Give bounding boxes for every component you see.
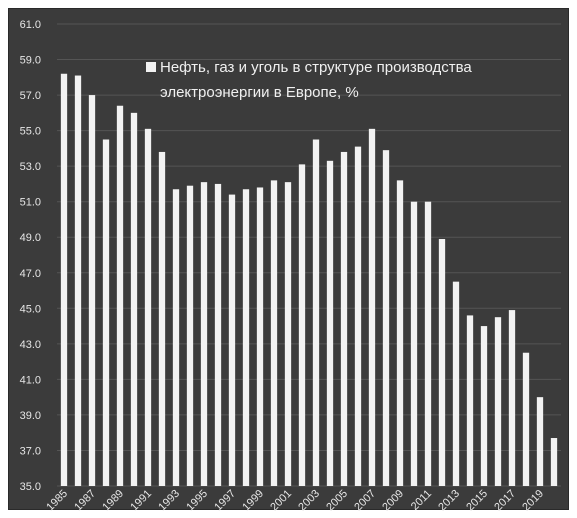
y-tick-label: 57.0 [20, 90, 41, 102]
bars [60, 73, 558, 487]
bar-1988 [102, 139, 110, 486]
x-tick-label: 1999 [240, 488, 266, 511]
x-tick-label: 2005 [324, 488, 350, 511]
bar-1985 [60, 73, 68, 486]
bar-1986 [74, 75, 82, 487]
bar-2006 [354, 146, 362, 486]
y-tick-label: 53.0 [20, 161, 41, 173]
bar-1999 [256, 187, 264, 486]
bar-1996 [214, 183, 222, 486]
legend: Нефть, газ и уголь в структуре производс… [146, 59, 472, 101]
bar-2013 [452, 281, 460, 486]
bar-1991 [144, 128, 152, 486]
bar-2010 [410, 201, 418, 486]
bar-1987 [88, 95, 96, 487]
bar-1990 [130, 112, 138, 486]
bar-2009 [396, 180, 404, 486]
bar-2012 [438, 239, 446, 486]
y-tick-label: 43.0 [20, 339, 41, 351]
bar-2015 [480, 326, 488, 486]
x-tick-label: 2013 [436, 488, 462, 511]
y-tick-label: 61.0 [20, 19, 41, 31]
x-tick-label: 2017 [492, 488, 518, 511]
x-tick-label: 2015 [464, 488, 490, 511]
chart-frame: 35.0 37.0 39.0 41.0 43.0 45.0 47.0 49.0 51.0 53.0… [8, 8, 569, 511]
bar-1994 [186, 185, 194, 486]
bar-2003 [312, 139, 320, 486]
x-tick-label: 1993 [156, 488, 182, 511]
y-tick-label: 41.0 [20, 374, 41, 386]
y-tick-label: 39.0 [20, 410, 41, 422]
bar-2002 [298, 164, 306, 486]
y-tick-label: 47.0 [20, 268, 41, 280]
legend-swatch [146, 62, 156, 72]
x-tick-label: 1995 [184, 488, 210, 511]
y-axis-ticks: 35.0 37.0 39.0 41.0 43.0 45.0 47.0 49.0 51.0 53.0… [20, 19, 41, 493]
bar-2000 [270, 180, 278, 486]
x-tick-label: 2003 [296, 488, 322, 511]
bar-2019 [536, 397, 544, 486]
bar-chart: 35.0 37.0 39.0 41.0 43.0 45.0 47.0 49.0 51.0 53.0… [20, 19, 561, 511]
x-tick-label: 1985 [44, 488, 70, 511]
bar-2004 [326, 160, 334, 487]
x-tick-label: 2001 [268, 488, 294, 511]
bar-1995 [200, 182, 208, 486]
legend-label-line1: Нефть, газ и уголь в структуре производс… [160, 59, 472, 76]
bar-2005 [340, 151, 348, 486]
y-tick-label: 45.0 [20, 303, 41, 315]
bar-1989 [116, 105, 124, 486]
bar-2007 [368, 128, 376, 486]
x-axis-ticks: 1985 1987 1989 1991 1993 1995 1997 1999 2001 2003… [44, 488, 546, 511]
bar-2018 [522, 352, 530, 486]
x-tick-label: 2019 [520, 488, 546, 511]
bar-2016 [494, 317, 502, 486]
x-tick-label: 2007 [352, 488, 378, 511]
bar-2014 [466, 315, 474, 486]
y-tick-label: 51.0 [20, 197, 41, 209]
bar-2001 [284, 182, 292, 486]
bar-1992 [158, 151, 166, 486]
bar-1998 [242, 189, 250, 486]
y-tick-label: 35.0 [20, 481, 41, 493]
bar-2011 [424, 201, 432, 486]
bar-2020 [550, 438, 558, 486]
x-tick-label: 2009 [380, 488, 406, 511]
bar-2017 [508, 310, 516, 486]
gridlines [57, 23, 561, 487]
x-tick-label: 1991 [128, 488, 154, 511]
x-tick-label: 1987 [72, 488, 98, 511]
legend-label-line2: электроэнергии в Европе, % [160, 84, 359, 101]
y-tick-label: 49.0 [20, 232, 41, 244]
bar-1993 [172, 189, 180, 486]
x-tick-label: 2011 [409, 488, 434, 511]
bar-2008 [382, 150, 390, 486]
y-tick-label: 37.0 [20, 445, 41, 457]
x-tick-label: 1997 [212, 488, 238, 511]
y-tick-label: 55.0 [20, 126, 41, 138]
y-tick-label: 59.0 [20, 55, 41, 67]
x-tick-label: 1989 [100, 488, 126, 511]
bar-1997 [228, 194, 236, 487]
